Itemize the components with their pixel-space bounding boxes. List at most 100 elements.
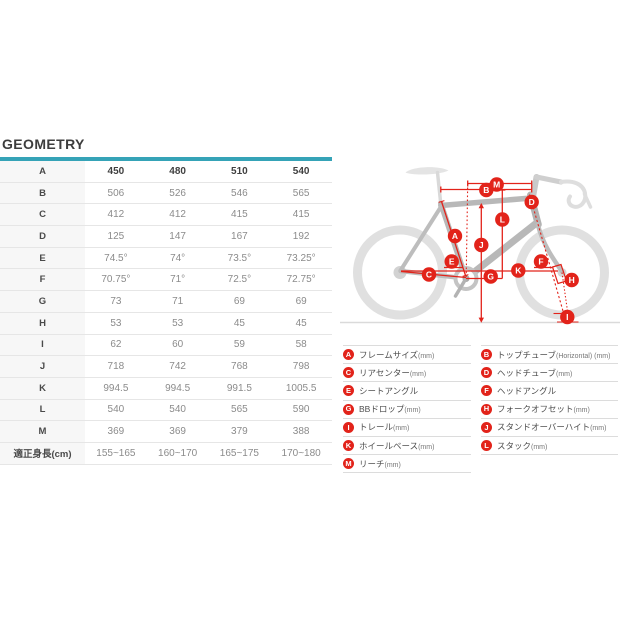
row-label: D	[0, 226, 85, 247]
legend-unit: (mm)	[556, 370, 573, 378]
row-label: E	[0, 247, 85, 269]
table-row-fit-height: 適正身長(cm) 155~165 160~170 165~175 170~180	[0, 442, 332, 465]
value-cell: 72.75°	[286, 274, 316, 286]
row-label: A	[0, 161, 85, 182]
value-cell: 565	[292, 187, 310, 199]
row-label: M	[0, 421, 85, 442]
legend-label: トレール(mm)	[359, 422, 410, 433]
svg-text:E: E	[449, 257, 455, 267]
table-row: E 74.5° 74° 73.5° 73.25°	[0, 247, 332, 270]
page-title: GEOMETRY	[2, 136, 85, 152]
svg-text:L: L	[500, 215, 505, 225]
legend-item-m: M リーチ(mm)	[343, 455, 471, 474]
size-cell: 510	[231, 165, 248, 177]
value-cell: 45	[233, 317, 245, 329]
value-cell: 991.5	[226, 382, 252, 394]
value-cell: 45	[295, 317, 307, 329]
value-cell: 72.5°	[227, 274, 252, 286]
value-cell: 62	[110, 339, 122, 351]
legend-unit: (mm)	[409, 370, 427, 378]
value-cell: 718	[107, 361, 125, 373]
legend-item-c: C リアセンター(mm)	[343, 364, 471, 383]
diagram-label-j: J	[474, 237, 489, 253]
row-label: G	[0, 291, 85, 312]
legend-item-k: K ホイールベース(mm)	[343, 437, 471, 456]
svg-text:J: J	[479, 240, 484, 250]
value-cell: 742	[169, 361, 186, 373]
legend-badge: G	[343, 403, 354, 415]
legend-item-l: L スタック(mm)	[481, 437, 618, 456]
value-cell: 590	[292, 404, 310, 416]
value-cell: 379	[231, 426, 248, 438]
geometry-table: A 450 480 510 540 B 506 526 546 565 C 41…	[0, 161, 332, 465]
row-label: F	[0, 269, 85, 291]
legend-label: トップチューブ(Horizontal) (mm)	[497, 349, 611, 360]
legend-label: リアセンター(mm)	[359, 367, 427, 378]
value-cell: 369	[107, 426, 125, 438]
value-cell: 415	[292, 209, 310, 221]
table-row: D 125 147 167 192	[0, 226, 332, 248]
row-label: L	[0, 399, 85, 421]
bike-geometry-diagram: A B C D E F G H I J K L M	[340, 167, 620, 325]
value-cell: 165~175	[219, 447, 259, 459]
legend-label: シートアングル	[359, 385, 419, 396]
legend-label: ヘッドチューブ(mm)	[497, 367, 573, 378]
value-cell: 170~180	[281, 447, 321, 459]
svg-text:A: A	[452, 231, 458, 241]
value-cell: 540	[169, 404, 186, 416]
legend-badge: J	[481, 421, 492, 433]
table-row: G 73 71 69 69	[0, 291, 332, 313]
row-label: I	[0, 334, 85, 356]
diagram-label-l: L	[495, 212, 510, 227]
diagram-label-k: K	[511, 263, 526, 278]
value-cell: 74.5°	[104, 252, 128, 264]
row-label: 適正身長(cm)	[0, 442, 85, 464]
diagram-label-f: F	[533, 254, 549, 269]
value-cell: 71	[172, 295, 184, 307]
value-cell: 73.5°	[227, 252, 252, 264]
legend-badge: D	[481, 367, 492, 379]
row-label: C	[0, 204, 85, 226]
legend-badge: C	[343, 367, 354, 379]
legend-unit: (mm)	[531, 443, 548, 451]
size-cell: 540	[292, 165, 310, 177]
legend-unit: (Horizontal) (mm)	[556, 352, 611, 360]
diagram-label-a: A	[447, 228, 463, 244]
value-cell: 768	[231, 361, 248, 373]
row-label: B	[0, 182, 85, 204]
legend-label: BBドロップ(mm)	[359, 404, 421, 415]
diagram-label-e: E	[444, 254, 459, 269]
diagram-label-g: G	[483, 269, 498, 284]
legend-unit: (mm)	[418, 443, 435, 451]
legend-badge: L	[481, 440, 492, 452]
table-row: H 53 53 45 45	[0, 312, 332, 335]
value-cell: 506	[107, 187, 125, 199]
legend-label: スタンドオーバーハイト(mm)	[497, 422, 607, 433]
value-cell: 369	[169, 426, 186, 438]
value-cell: 53	[110, 317, 122, 329]
value-cell: 70.75°	[101, 274, 131, 286]
legend-item-j: J スタンドオーバーハイト(mm)	[481, 419, 618, 437]
svg-text:B: B	[483, 185, 489, 195]
value-cell: 412	[169, 209, 186, 221]
legend-right-column: B トップチューブ(Horizontal) (mm) D ヘッドチューブ(mm)…	[481, 345, 618, 456]
legend-item-a: A フレームサイズ(mm)	[343, 346, 471, 365]
table-row: M 369 369 379 388	[0, 421, 332, 443]
row-label: H	[0, 312, 85, 334]
legend-badge: B	[481, 349, 492, 361]
value-cell: 1005.5	[285, 382, 317, 394]
value-cell: 526	[169, 187, 186, 199]
table-row: B 506 526 546 565	[0, 182, 332, 205]
legend-item-g: G BBドロップ(mm)	[343, 401, 471, 419]
diagram-label-i: I	[560, 309, 575, 325]
value-cell: 69	[295, 295, 307, 307]
table-row: I 62 60 59 58	[0, 334, 332, 357]
legend-badge: A	[343, 349, 354, 361]
legend-label: スタック(mm)	[497, 440, 548, 451]
legend-left-column: A フレームサイズ(mm) C リアセンター(mm) E シートアングル G B…	[343, 345, 471, 474]
value-cell: 565	[231, 404, 248, 416]
table-row: K 994.5 994.5 991.5 1005.5	[0, 377, 332, 400]
row-label: K	[0, 377, 85, 399]
value-cell: 71°	[170, 274, 186, 286]
value-cell: 73.25°	[286, 252, 316, 264]
